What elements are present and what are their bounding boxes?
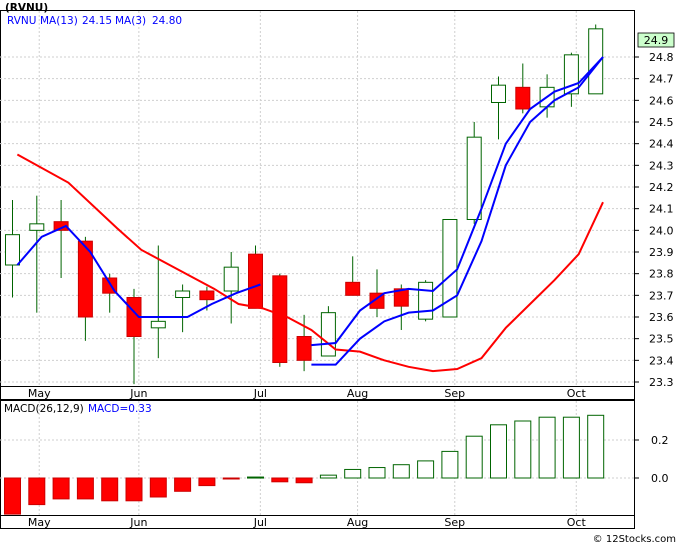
- candle-down: [272, 275, 288, 364]
- macd-bar-positive: [465, 435, 483, 479]
- macd-bar-positive: [490, 424, 507, 479]
- month-label: Jul: [253, 387, 267, 400]
- price-tick-label: 23.8: [649, 268, 674, 281]
- macd-bar-negative: [28, 477, 46, 506]
- candle-down: [345, 281, 361, 296]
- macd-bar-positive: [514, 420, 532, 479]
- macd-bar-negative: [271, 477, 289, 483]
- candle-up: [588, 28, 604, 95]
- macd-tick-label: 0.2: [651, 434, 669, 447]
- price-tick-label: 24.5: [649, 116, 674, 129]
- ma3-value: 24.80: [152, 15, 182, 27]
- candle-up: [466, 136, 482, 221]
- macd-month-label: Jun: [129, 516, 147, 529]
- candle-down: [199, 290, 215, 301]
- ma13-value: 24.15: [82, 15, 112, 27]
- ma13-label: MA(13): [40, 15, 78, 27]
- macd-bar-negative: [76, 477, 94, 500]
- month-label: Jun: [129, 387, 147, 400]
- ticker-label: (RVNU): [5, 2, 48, 14]
- candle-down: [248, 253, 263, 309]
- macd-bar-negative: [174, 477, 192, 492]
- macd-bar-negative: [149, 477, 167, 498]
- price-month-strip: [0, 386, 635, 400]
- macd-bar-negative: [101, 477, 119, 502]
- macd-bar-positive: [562, 416, 580, 479]
- price-tick-label: 23.5: [649, 333, 674, 346]
- last-price-value: 24.9: [644, 34, 669, 47]
- macd-month-label: Jul: [253, 516, 267, 529]
- candle-down: [515, 86, 531, 110]
- candle-down: [393, 288, 409, 307]
- month-label: Sep: [444, 387, 465, 400]
- macd-bar-negative: [4, 477, 21, 515]
- last-price-badge: [637, 32, 675, 48]
- price-tick-label: 24.0: [649, 224, 674, 237]
- macd-bar-positive: [247, 476, 264, 479]
- ma3-label: MA(3): [115, 15, 146, 27]
- macd-bar-negative: [198, 477, 216, 487]
- macd-month-label: Sep: [444, 516, 465, 529]
- candle-up: [320, 312, 336, 357]
- macd-bar-positive: [441, 450, 459, 479]
- macd-title: MACD(26,12,9): [4, 403, 84, 415]
- price-tick-label: 24.4: [649, 138, 674, 151]
- price-tick-label: 23.4: [649, 354, 674, 367]
- candle-down: [296, 336, 312, 361]
- macd-bar-negative: [52, 477, 70, 500]
- price-tick-label: 24.7: [649, 73, 674, 86]
- month-label: Aug: [347, 387, 368, 400]
- macd-month-strip: [0, 515, 635, 529]
- ma13-line-lower: [311, 56, 604, 347]
- candle-down: [77, 240, 93, 318]
- candle-down: [53, 221, 69, 231]
- macd-bar-positive: [344, 468, 362, 479]
- candle-up: [418, 281, 434, 320]
- price-tick-label: 23.6: [649, 311, 674, 324]
- macd-bar-positive: [368, 467, 386, 479]
- macd-bar-negative: [125, 477, 143, 502]
- candle-up: [29, 223, 45, 231]
- macd-month-label: May: [28, 516, 51, 529]
- ma3-line: [16, 224, 261, 318]
- price-tick-label: 24.1: [649, 203, 674, 216]
- macd-bar-positive: [587, 414, 605, 479]
- month-label: Oct: [567, 387, 587, 400]
- rvnu-swatch: [5, 15, 35, 27]
- credit-text: © 12Stocks.com: [593, 534, 676, 545]
- price-tick-label: 23.9: [649, 246, 674, 259]
- price-tick-label: 24.6: [649, 94, 674, 107]
- macd-bar-positive: [538, 416, 556, 479]
- candle-up: [223, 266, 239, 292]
- macd-bar-negative: [295, 477, 313, 484]
- macd-value-label: MACD=0.33: [88, 403, 152, 415]
- macd-tick-label: 0.0: [651, 472, 669, 485]
- price-tick-label: 24.3: [649, 159, 674, 172]
- candle-up: [491, 84, 506, 103]
- price-panel: [0, 10, 635, 387]
- price-tick-label: 23.7: [649, 289, 674, 302]
- price-tick-label: 24.8: [649, 51, 674, 64]
- price-tick-label: 23.3: [649, 376, 674, 389]
- macd-month-label: Aug: [347, 516, 368, 529]
- ma3-line-upper: [311, 56, 604, 366]
- macd-month-label: Oct: [567, 516, 587, 529]
- candle-up: [150, 320, 166, 329]
- macd-bar-positive: [392, 464, 410, 479]
- candle-up: [5, 234, 20, 266]
- price-tick-label: 24.2: [649, 181, 674, 194]
- indicator-legend: MA(13) 24.15 MA(3) 24.80: [40, 15, 182, 27]
- month-label: May: [28, 387, 51, 400]
- macd-bar-positive: [417, 460, 435, 479]
- candle-up: [175, 290, 191, 298]
- macd-bar-positive: [319, 474, 337, 479]
- macd-bar-negative: [222, 477, 240, 480]
- rvnu-label: RVNU: [7, 15, 36, 27]
